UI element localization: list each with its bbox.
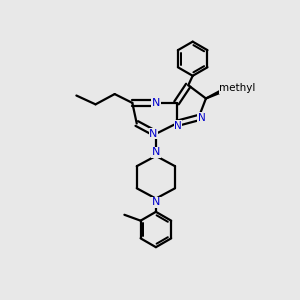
Text: N: N	[149, 129, 158, 139]
Text: N: N	[198, 112, 206, 123]
Text: N: N	[152, 147, 160, 157]
Text: methyl: methyl	[219, 83, 256, 93]
Text: N: N	[174, 121, 182, 130]
Text: N: N	[152, 197, 160, 207]
Text: N: N	[152, 98, 160, 108]
